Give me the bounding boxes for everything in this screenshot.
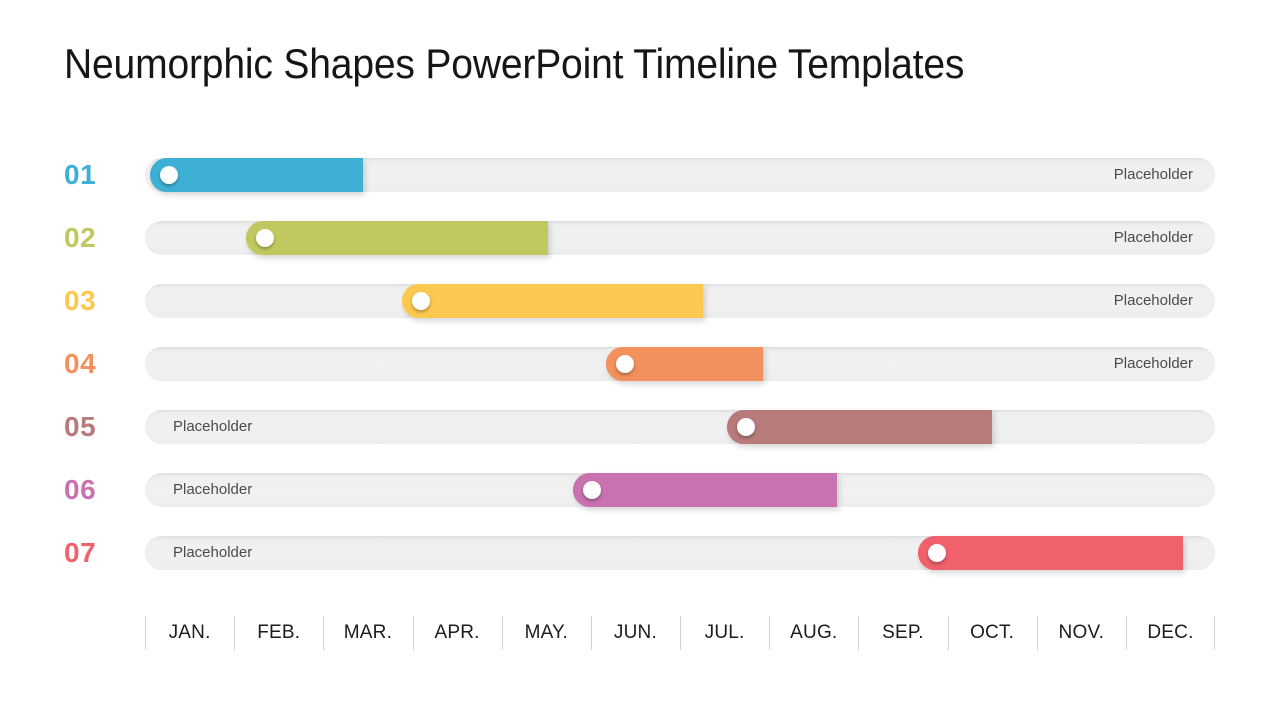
row-number-02: 02 — [64, 222, 97, 253]
month-label-jul: JUL. — [680, 612, 769, 654]
row-number-05: 05 — [64, 411, 97, 442]
bar-start-marker[interactable] — [616, 355, 634, 373]
month-label-dec: DEC. — [1125, 612, 1216, 654]
timeline-row: 04 Placeholder — [0, 344, 1280, 384]
track-label: Placeholder — [1113, 292, 1193, 309]
timeline-bar[interactable] — [918, 536, 1183, 570]
bar-start-marker[interactable] — [583, 481, 601, 499]
timeline-bar-body — [918, 536, 1183, 570]
bar-start-marker[interactable] — [737, 418, 755, 436]
row-number-03: 03 — [64, 285, 97, 316]
timeline-bar[interactable] — [402, 284, 703, 318]
bar-start-marker[interactable] — [160, 166, 178, 184]
timeline-row: 07 Placeholder — [0, 533, 1280, 573]
row-number-07: 07 — [64, 537, 97, 568]
timeline-bar[interactable] — [606, 347, 763, 381]
month-label-may: MAY. — [501, 612, 591, 654]
timeline-row: 02 Placeholder — [0, 218, 1280, 258]
track-label: Placeholder — [1113, 355, 1193, 372]
row-number-01: 01 — [64, 159, 97, 190]
month-label-jun: JUN. — [590, 612, 680, 654]
month-label-oct: OCT. — [947, 612, 1037, 654]
month-label-feb: FEB. — [234, 612, 323, 654]
track-label: Placeholder — [173, 418, 253, 435]
timeline-bar-body — [402, 284, 703, 318]
timeline-row: 06 Placeholder — [0, 470, 1280, 510]
timeline-bar-body — [727, 410, 992, 444]
track-label: Placeholder — [1113, 229, 1193, 246]
timeline-row: 03 Placeholder — [0, 281, 1280, 321]
track-label: Placeholder — [173, 481, 253, 498]
timeline-track[interactable]: Placeholder — [145, 410, 1215, 444]
timeline-row: 05 Placeholder — [0, 407, 1280, 447]
row-number-04: 04 — [64, 348, 97, 379]
track-label: Placeholder — [1113, 166, 1193, 183]
timeline-bar-body — [573, 473, 837, 507]
slide-title: Neumorphic Shapes PowerPoint Timeline Te… — [64, 40, 965, 87]
month-label-aug: AUG. — [769, 612, 858, 654]
bar-start-marker[interactable] — [256, 229, 274, 247]
month-label-sep: SEP. — [858, 612, 947, 654]
timeline-bar-body — [246, 221, 548, 255]
timeline-bar-body — [150, 158, 363, 192]
month-label-nov: NOV. — [1036, 612, 1126, 654]
timeline-row: 01 Placeholder — [0, 155, 1280, 195]
month-label-mar: MAR. — [323, 612, 412, 654]
timeline-bar[interactable] — [150, 158, 363, 192]
bar-start-marker[interactable] — [412, 292, 430, 310]
timeline-bar[interactable] — [246, 221, 548, 255]
row-number-06: 06 — [64, 474, 97, 505]
month-label-jan: JAN. — [145, 612, 234, 654]
timeline-bar[interactable] — [573, 473, 837, 507]
track-label: Placeholder — [173, 544, 253, 561]
month-label-apr: APR. — [412, 612, 502, 654]
month-axis: JAN. FEB. MAR. APR. MAY. JUN. JUL. AUG. SEP. OCT.… — [145, 612, 1216, 654]
bar-start-marker[interactable] — [928, 544, 946, 562]
timeline-bar[interactable] — [727, 410, 992, 444]
